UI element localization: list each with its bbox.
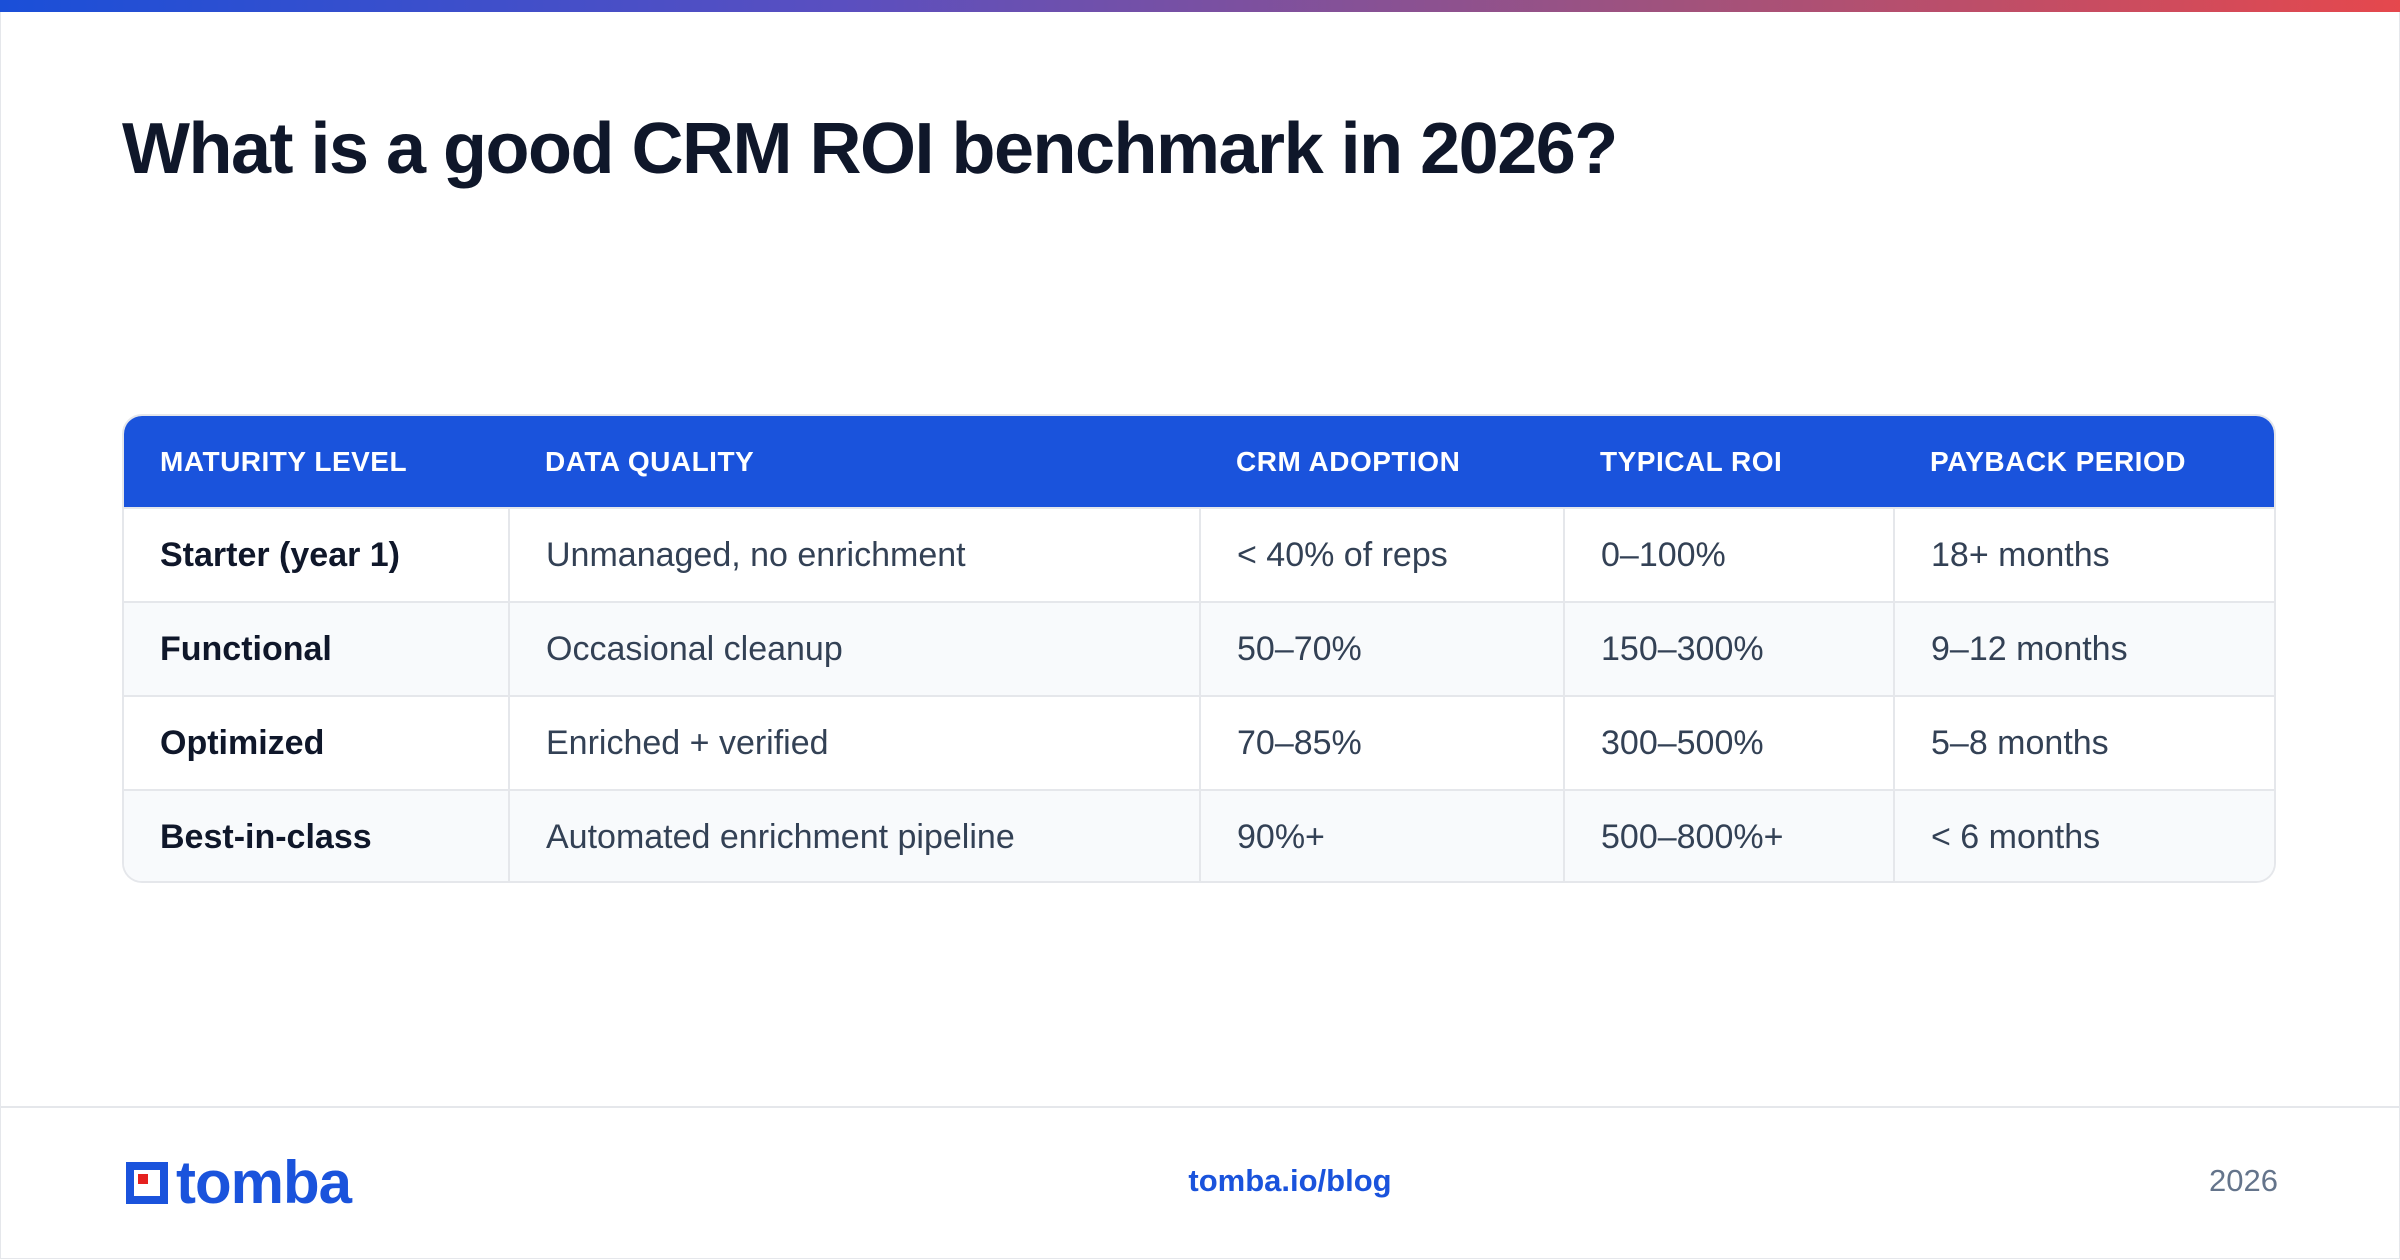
- table-row: Best-in-class Automated enrichment pipel…: [124, 789, 2274, 881]
- cell-crm-adoption: 50–70%: [1199, 601, 1564, 696]
- table-header-row: MATURITY LEVEL DATA QUALITY CRM ADOPTION…: [124, 416, 2274, 508]
- header-crm-adoption: CRM ADOPTION: [1236, 445, 1461, 477]
- cell-typical-roi: 150–300%: [1563, 601, 1894, 696]
- benchmark-table: MATURITY LEVEL DATA QUALITY CRM ADOPTION…: [124, 416, 2274, 881]
- top-gradient-bar: [0, 0, 2400, 12]
- cell-maturity-level: Functional: [124, 601, 509, 696]
- header-data-quality: DATA QUALITY: [545, 445, 755, 477]
- header-payback-period: PAYBACK PERIOD: [1930, 445, 2186, 477]
- table-row: Functional Occasional cleanup 50–70% 150…: [124, 601, 2274, 696]
- cell-data-quality: Occasional cleanup: [508, 601, 1200, 696]
- footer-url-container: tomba.io/blog: [0, 1163, 2400, 1199]
- table-row: Starter (year 1) Unmanaged, no enrichmen…: [124, 507, 2274, 602]
- blog-link[interactable]: tomba.io/blog: [1188, 1163, 1392, 1198]
- cell-payback-period: 9–12 months: [1893, 601, 2274, 696]
- cell-data-quality: Enriched + verified: [508, 695, 1200, 790]
- footer-year: 2026: [2209, 1163, 2278, 1198]
- tomba-logo-mark-icon: [126, 1162, 168, 1204]
- cell-typical-roi: 0–100%: [1563, 507, 1894, 602]
- cell-maturity-level: Best-in-class: [124, 789, 509, 881]
- cell-data-quality: Automated enrichment pipeline: [508, 789, 1200, 881]
- benchmark-table-container: MATURITY LEVEL DATA QUALITY CRM ADOPTION…: [122, 414, 2276, 883]
- cell-crm-adoption: < 40% of reps: [1199, 507, 1564, 602]
- header-maturity-level: MATURITY LEVEL: [160, 445, 408, 477]
- header-typical-roi: TYPICAL ROI: [1600, 445, 1783, 477]
- table-row: Optimized Enriched + verified 70–85% 300…: [124, 695, 2274, 790]
- cell-payback-period: 18+ months: [1893, 507, 2274, 602]
- cell-maturity-level: Starter (year 1): [124, 507, 509, 602]
- cell-payback-period: 5–8 months: [1893, 695, 2274, 790]
- cell-payback-period: < 6 months: [1893, 789, 2274, 881]
- cell-crm-adoption: 90%+: [1199, 789, 1564, 881]
- tomba-logo: tomba: [122, 1149, 352, 1216]
- footer-divider: [0, 1106, 2400, 1108]
- cell-crm-adoption: 70–85%: [1199, 695, 1564, 790]
- cell-typical-roi: 300–500%: [1563, 695, 1894, 790]
- logo-wordmark: tomba: [176, 1149, 352, 1216]
- cell-data-quality: Unmanaged, no enrichment: [508, 507, 1200, 602]
- cell-maturity-level: Optimized: [124, 695, 509, 790]
- page-title: What is a good CRM ROI benchmark in 2026…: [122, 109, 1618, 189]
- cell-typical-roi: 500–800%+: [1563, 789, 1894, 881]
